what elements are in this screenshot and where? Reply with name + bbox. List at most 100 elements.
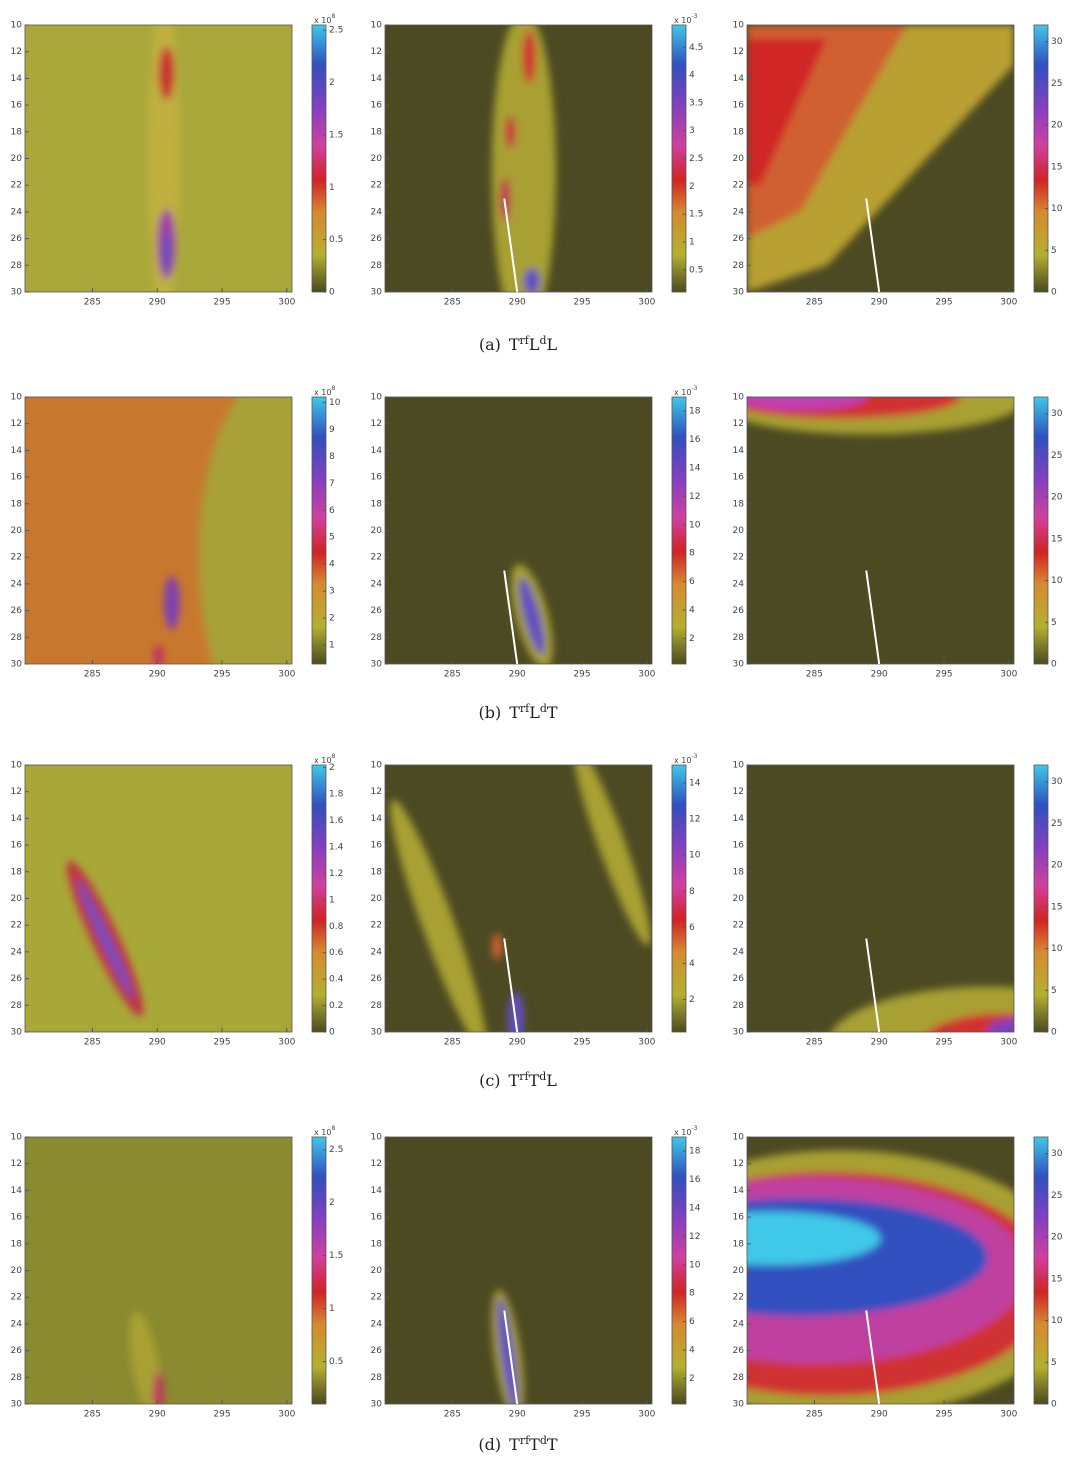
- colorbar-tick-label: 14: [689, 1204, 701, 1214]
- y-tick-label: 20: [733, 1266, 745, 1276]
- field-shape: [505, 115, 516, 148]
- exponent-power: -3: [691, 13, 697, 20]
- colorbar-tick-label: 4.5: [689, 43, 703, 53]
- field: [747, 397, 1014, 664]
- y-tick-label: 14: [11, 446, 23, 456]
- colorbar-tick-label: 2.5: [329, 1145, 343, 1155]
- y-tick-label: 28: [371, 261, 383, 271]
- y-tick-label: 18: [371, 1239, 383, 1249]
- x-tick-label: 300: [278, 670, 295, 680]
- y-tick-label: 26: [371, 974, 383, 984]
- y-tick-label: 22: [733, 921, 744, 931]
- exponent-power: -3: [691, 753, 697, 760]
- field: [747, 1137, 1014, 1404]
- colorbar-tick-label: 10: [1051, 944, 1063, 954]
- y-tick-label: 24: [11, 1319, 23, 1329]
- exponent-base: x 10: [314, 16, 331, 25]
- y-tick-label: 28: [371, 1001, 383, 1011]
- caption-superscript: d: [539, 1070, 546, 1083]
- caption: (a) TrfLdL: [479, 334, 558, 354]
- colorbar-tick-label: 5: [1051, 986, 1057, 996]
- colorbar-tick-label: 3: [689, 126, 695, 136]
- exponent-base: x 10: [674, 1128, 691, 1137]
- y-tick-label: 22: [371, 921, 382, 931]
- colorbar-tick-label: 0.5: [329, 235, 343, 245]
- x-tick-label: 290: [871, 1410, 888, 1420]
- marker-line: [503, 198, 519, 293]
- colorbar-tick-label: 30: [1051, 777, 1063, 787]
- y-tick-label: 22: [733, 1293, 744, 1303]
- field-shape: [747, 38, 828, 186]
- x-tick-label: 295: [935, 1038, 952, 1048]
- colorbar-tick-label: 30: [1051, 1149, 1063, 1159]
- colorbar-tick-label: 2: [329, 614, 335, 624]
- field-shape: [507, 991, 524, 1032]
- y-tick-label: 12: [733, 47, 744, 57]
- field: [25, 765, 292, 1032]
- y-tick-label: 24: [733, 579, 745, 589]
- y-tick-label: 26: [11, 1346, 23, 1356]
- colorbar-tick-label: 2.5: [329, 26, 343, 36]
- y-tick-label: 12: [733, 1159, 744, 1169]
- y-tick-label: 22: [371, 553, 382, 563]
- y-tick-label: 18: [11, 127, 23, 137]
- colorbar-tick-label: 25: [1051, 1191, 1062, 1201]
- colorbar-tick-label: 2: [329, 1198, 335, 1208]
- y-tick-label: 18: [371, 867, 383, 877]
- colorbar-tick-label: 0.8: [329, 922, 344, 932]
- x-tick-label: 290: [149, 670, 166, 680]
- field: [747, 765, 1014, 1032]
- colorbar: [671, 396, 687, 665]
- y-tick-label: 16: [733, 841, 745, 851]
- marker-line: [503, 938, 519, 1033]
- field-shapes: [747, 1150, 1014, 1404]
- field-shape: [158, 46, 175, 100]
- x-tick-label: 300: [1000, 1038, 1017, 1048]
- y-tick-label: 26: [11, 974, 23, 984]
- x-tick-label: 300: [638, 1038, 655, 1048]
- y-tick-label: 10: [371, 21, 383, 31]
- y-tick-label: 24: [371, 207, 383, 217]
- field-shape: [163, 575, 180, 630]
- y-tick-label: 16: [11, 101, 23, 111]
- x-tick-label: 290: [509, 1038, 526, 1048]
- field-shape: [523, 267, 540, 292]
- colorbar: [1033, 396, 1049, 665]
- exponent-base: x 10: [314, 1128, 331, 1137]
- field-shape: [522, 30, 536, 84]
- colorbar-tick-label: 2: [689, 182, 695, 192]
- field-shapes: [491, 25, 556, 292]
- colorbar-tick-label: 25: [1051, 819, 1062, 829]
- y-tick-label: 14: [371, 74, 383, 84]
- y-tick-label: 30: [11, 1028, 23, 1038]
- colorbar-tick-label: 20: [1051, 1233, 1063, 1243]
- colorbar-tick-label: 0: [1051, 288, 1057, 298]
- x-tick-label: 285: [444, 670, 461, 680]
- colorbar-tick-label: 1: [329, 183, 335, 193]
- y-tick-label: 28: [11, 1001, 23, 1011]
- x-tick-label: 300: [1000, 670, 1017, 680]
- colorbar-tick-label: 0.6: [329, 948, 344, 958]
- y-tick-label: 26: [733, 974, 745, 984]
- y-tick-label: 12: [371, 419, 382, 429]
- y-tick-label: 28: [733, 1373, 745, 1383]
- x-tick-label: 295: [213, 1038, 230, 1048]
- marker-line: [503, 1310, 519, 1405]
- colorbar-tick-label: 18: [689, 1147, 701, 1157]
- y-tick-label: 20: [371, 526, 383, 536]
- colorbar-tick-label: 2: [689, 1374, 695, 1384]
- y-tick-label: 28: [371, 1373, 383, 1383]
- y-tick-label: 10: [733, 761, 745, 771]
- y-tick-label: 14: [371, 1186, 383, 1196]
- y-tick-label: 28: [11, 261, 23, 271]
- y-tick-label: 24: [11, 947, 23, 957]
- x-tick-label: 285: [444, 298, 461, 308]
- colorbar-tick-label: 4: [329, 560, 335, 570]
- y-tick-label: 28: [733, 1001, 745, 1011]
- y-tick-label: 22: [371, 1293, 382, 1303]
- colorbar-tick-label: 0.2: [329, 1001, 343, 1011]
- y-tick-label: 10: [11, 21, 23, 31]
